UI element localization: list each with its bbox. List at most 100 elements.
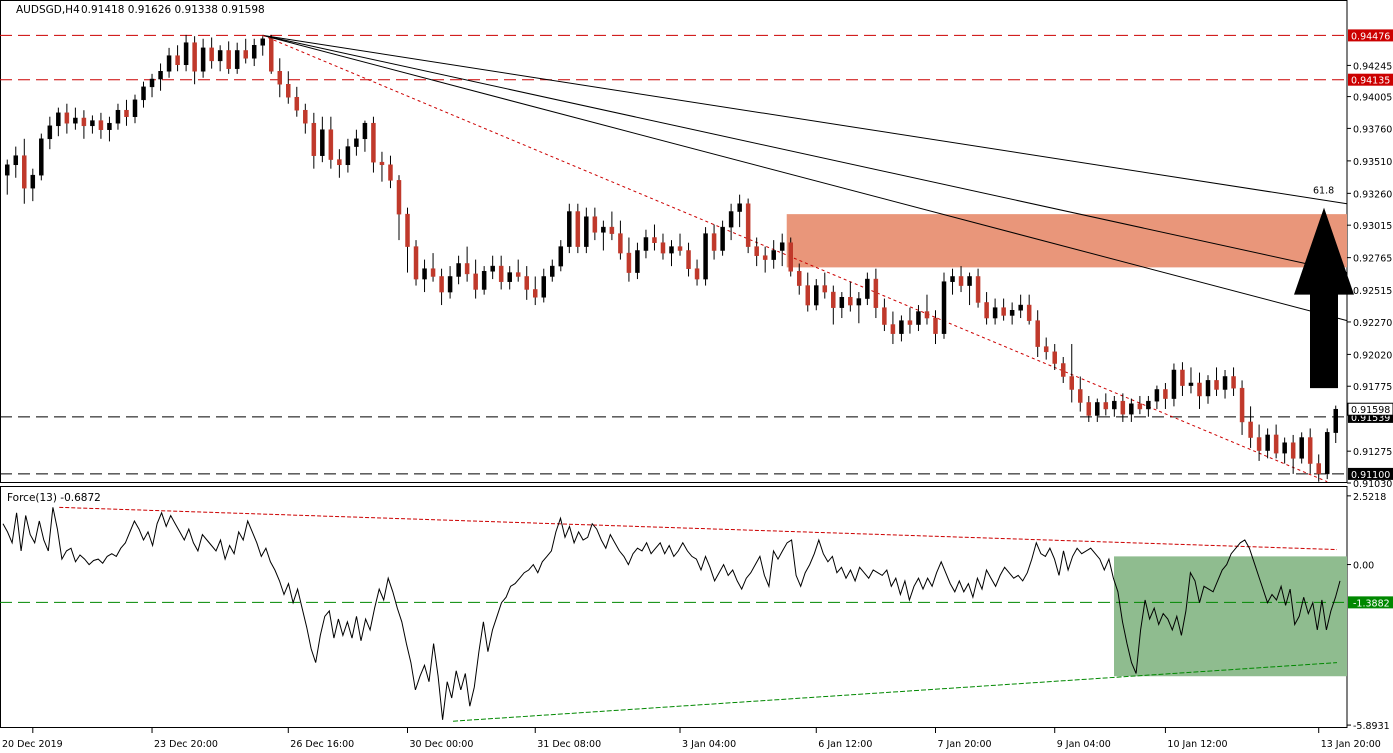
candle-body xyxy=(1197,382,1202,397)
candle-body xyxy=(1316,463,1321,475)
y-tick-label: 0.91275 xyxy=(1353,447,1392,458)
candle-body xyxy=(498,265,504,282)
fib-fan-label: 61.8 xyxy=(1313,186,1334,197)
candle-body xyxy=(1052,351,1057,364)
candle-body xyxy=(1137,403,1143,410)
candle-body xyxy=(243,50,248,59)
candle-body xyxy=(1154,389,1160,402)
candle-body xyxy=(575,211,581,247)
candle-body xyxy=(337,159,342,166)
candle-body xyxy=(490,265,495,272)
x-tick-label: 10 Jan 12:00 xyxy=(1167,739,1227,750)
candle-body xyxy=(115,109,121,124)
price-level-label: 0.91539 xyxy=(1351,413,1390,424)
candle-body xyxy=(158,71,163,80)
candle-body xyxy=(992,307,998,319)
candle-body xyxy=(303,109,308,124)
candle-body xyxy=(1163,389,1168,399)
y-tick-label: 0.93760 xyxy=(1353,124,1392,135)
candle-body xyxy=(1231,376,1236,389)
candle-body xyxy=(975,276,981,303)
candle-body xyxy=(473,273,478,290)
x-tick-label: 26 Dec 16:00 xyxy=(290,739,354,750)
x-tick-label: 13 Jan 20:00 xyxy=(1321,739,1381,750)
candle-body xyxy=(413,246,419,280)
candle-body xyxy=(762,255,768,260)
candle-body xyxy=(550,265,555,277)
candle-body xyxy=(950,276,955,282)
price-level-label: 0.91100 xyxy=(1351,470,1390,481)
candle-body xyxy=(1112,400,1117,410)
candle-body xyxy=(371,122,376,163)
candle-body xyxy=(422,268,427,280)
candle-body xyxy=(328,129,334,160)
candle-body xyxy=(720,226,725,251)
candle-body xyxy=(626,252,632,273)
y-tick-label: 0.92765 xyxy=(1353,254,1392,265)
candle-body xyxy=(1009,309,1015,316)
candle-body xyxy=(822,285,828,293)
candle-body xyxy=(234,50,240,69)
x-tick-label: 9 Jan 04:00 xyxy=(1057,739,1111,750)
x-tick-label: 31 Dec 08:00 xyxy=(537,739,601,750)
candle-body xyxy=(1273,434,1279,454)
candle-body xyxy=(286,83,291,98)
candle-body xyxy=(1307,437,1313,464)
y-tick-label: 0.91775 xyxy=(1353,382,1392,393)
x-tick-label: 7 Jan 20:00 xyxy=(937,739,991,750)
candle-body xyxy=(251,45,257,59)
candle-body xyxy=(141,86,146,101)
candle-body xyxy=(64,112,70,124)
candle-body xyxy=(584,216,589,247)
y-tick-label: 0.94005 xyxy=(1353,93,1392,104)
candle-body xyxy=(924,311,930,319)
candle-body xyxy=(13,155,19,166)
candle-body xyxy=(558,246,564,267)
candle-body xyxy=(217,50,223,62)
candle-body xyxy=(1026,304,1032,321)
y-tick-label: 0.91030 xyxy=(1353,479,1392,490)
x-tick-label: 3 Jan 04:00 xyxy=(682,739,736,750)
candle-body xyxy=(771,250,776,260)
force-y-tick-label: 0.00 xyxy=(1353,561,1374,572)
candle-body xyxy=(941,281,947,334)
x-tick-label: 23 Dec 20:00 xyxy=(154,739,218,750)
candle-body xyxy=(515,272,521,277)
candle-body xyxy=(1282,442,1287,454)
force-trendline xyxy=(452,662,1338,722)
candle-body xyxy=(56,112,61,127)
candle-body xyxy=(447,276,453,293)
x-tick-label: 30 Dec 00:00 xyxy=(410,739,474,750)
candle-body xyxy=(73,117,78,124)
candle-body xyxy=(745,203,751,247)
candle-body xyxy=(899,320,904,334)
candle-body xyxy=(865,278,870,299)
candle-body xyxy=(388,164,393,181)
candle-body xyxy=(1180,369,1185,386)
candle-body xyxy=(609,226,615,234)
candle-body xyxy=(1214,380,1219,390)
candle-body xyxy=(728,211,734,228)
current-price-label: 0.91598 xyxy=(1351,405,1390,416)
candle-body xyxy=(22,155,27,189)
candle-body xyxy=(1171,369,1177,399)
candle-body xyxy=(1205,380,1211,397)
candle-body xyxy=(192,42,197,72)
candle-body xyxy=(669,246,674,254)
candle-body xyxy=(1299,437,1304,459)
candle-body xyxy=(660,242,666,254)
force-y-tick-label: 2.5218 xyxy=(1353,492,1386,503)
candle-body xyxy=(958,276,964,286)
candle-body xyxy=(873,278,879,308)
candle-body xyxy=(1018,304,1023,311)
candle-body xyxy=(439,276,444,293)
candle-body xyxy=(1060,363,1066,377)
ohlc-header: 0.91418 0.91626 0.91338 0.91598 xyxy=(81,4,265,16)
y-tick-label: 0.93015 xyxy=(1353,221,1392,232)
candle-body xyxy=(1222,376,1228,390)
candle-body xyxy=(132,99,138,117)
candle-body xyxy=(277,71,283,85)
candle-body xyxy=(1248,421,1253,438)
candle-body xyxy=(1043,346,1049,353)
price-panel: 0.94476 0.94135 0.91539 0.91100 0.94245 0.940… xyxy=(0,0,1393,490)
